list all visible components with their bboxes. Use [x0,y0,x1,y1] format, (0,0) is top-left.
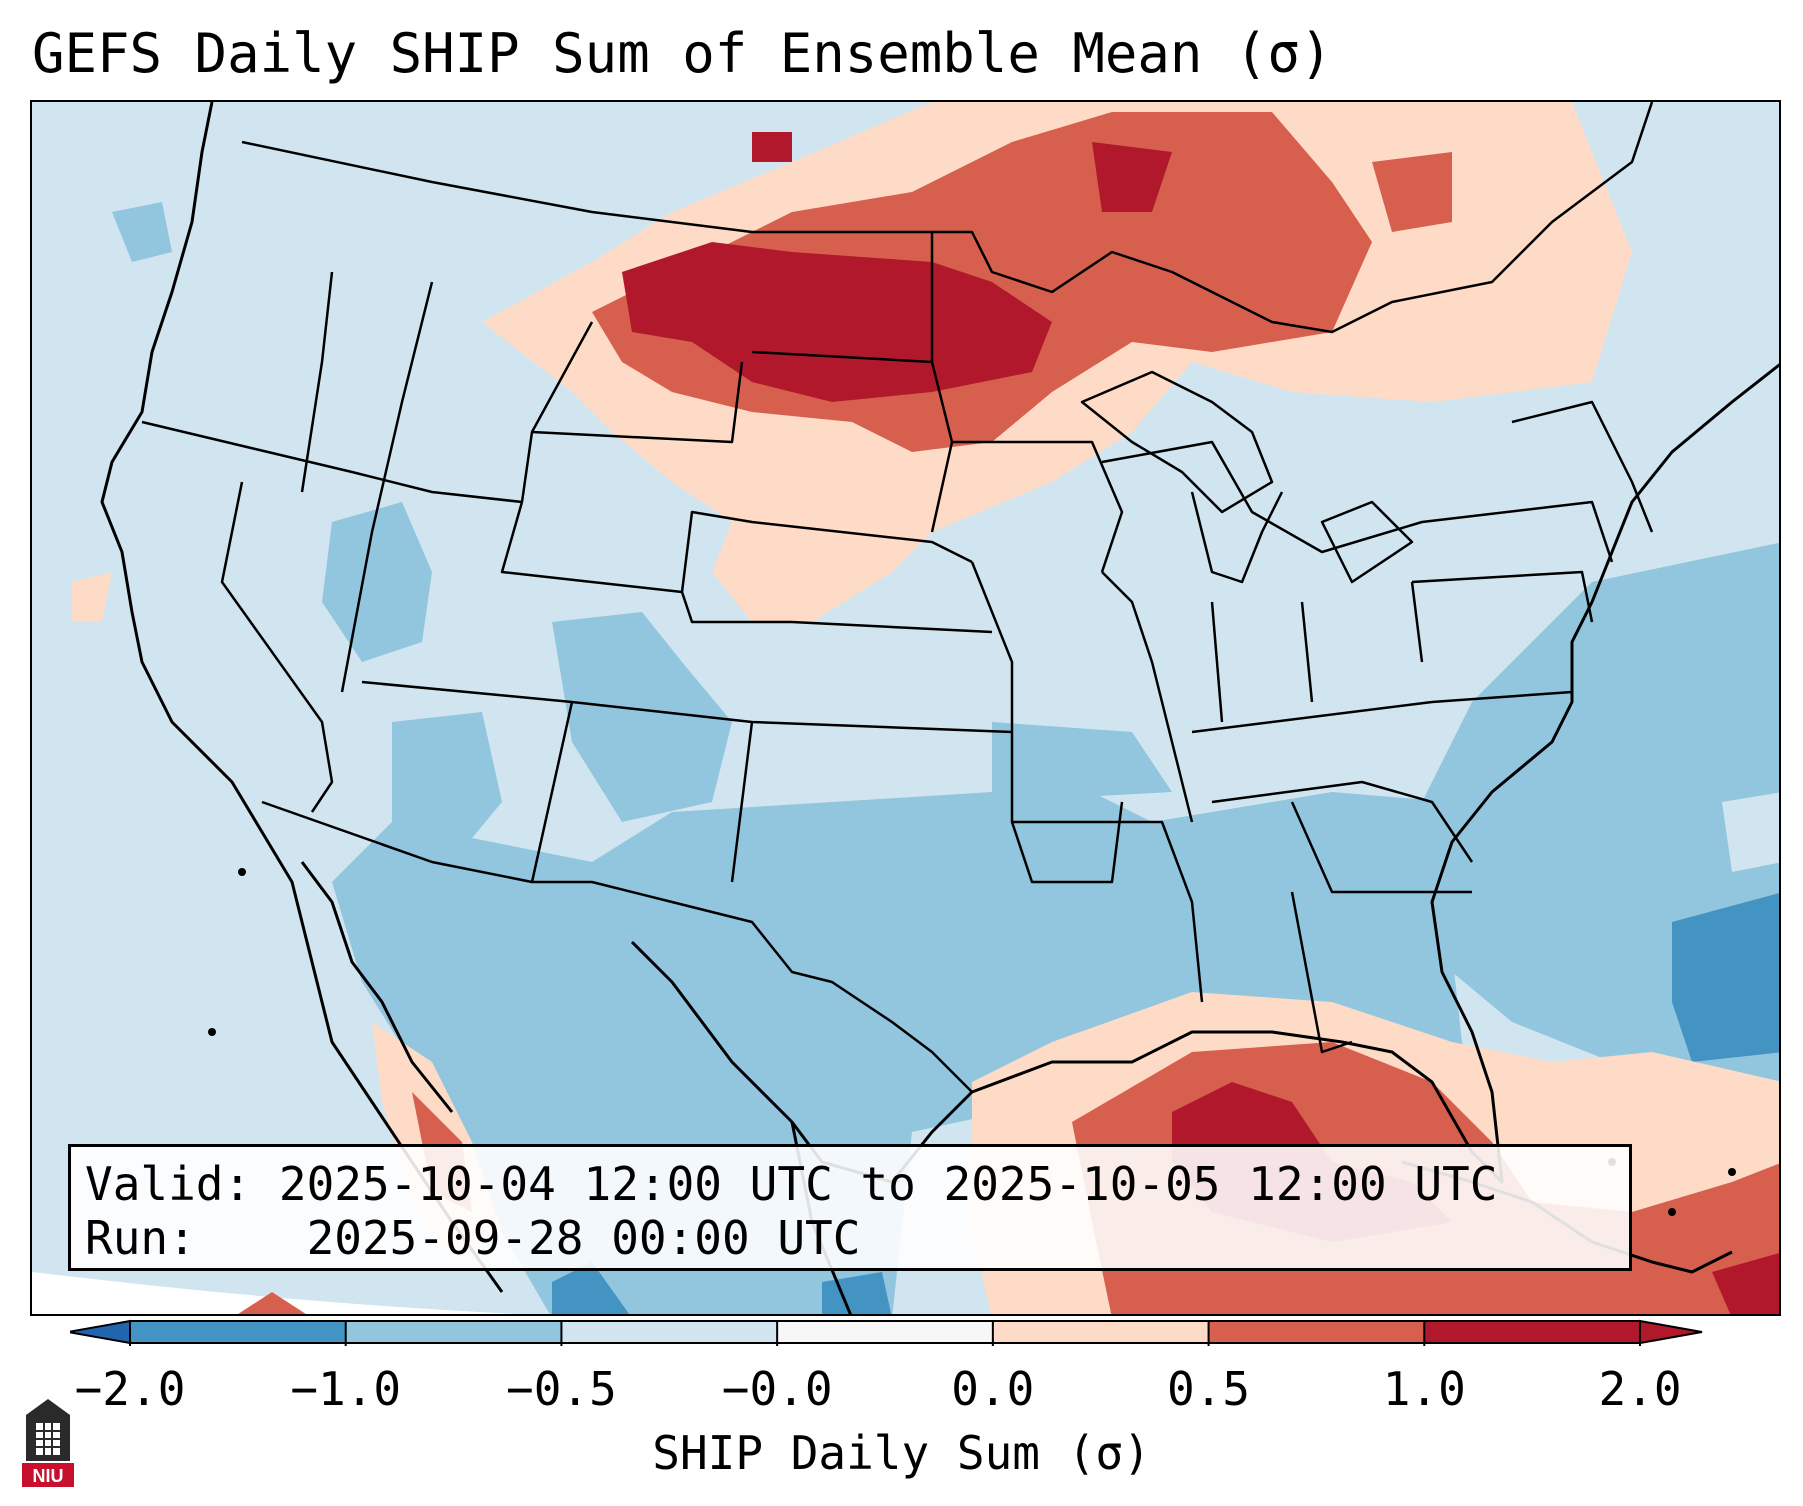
colorbar-outline [129,1320,1641,1344]
us-canada-border [241,102,1654,334]
pacific-coastline [100,102,504,1293]
colorbar-segment [561,1321,778,1343]
colorbar-tick-label: 1.0 [1382,1362,1466,1416]
lake-erie-huron [1320,500,1414,584]
run-line: Run: 2025-09-28 00:00 UTC [85,1211,1629,1265]
logo-text: NIU [33,1466,64,1486]
lake-superior-michigan [1080,370,1274,514]
border-ga-sc [1211,780,1474,863]
gulf-of-california-coast [300,861,454,1113]
anomaly-pacific-patch [72,572,112,622]
niu-logo: NIU [22,1399,74,1487]
border-ks-ne [680,591,993,634]
island-4 [1728,1168,1736,1176]
border-nm-tx [730,721,754,883]
colorbar-tick-label: 0.5 [1167,1362,1251,1416]
anomaly-ozarks [992,722,1172,802]
anomaly-mexico-strong [552,1262,630,1314]
colorbar-tick-label: −0.0 [721,1362,833,1416]
colorbar-tick-label: 2.0 [1598,1362,1682,1416]
anomaly-caribbean-strong [1712,1253,1779,1314]
valid-value: 2025-10-04 12:00 UTC to 2025-10-05 12:00… [278,1157,1498,1211]
anomaly-map [32,102,1779,1314]
border-or-ca [141,420,523,504]
border-wy-co [500,501,973,594]
border-id-west [300,271,334,493]
border-fl-north [1290,801,1472,894]
colorbar-extend-high [1639,1319,1703,1345]
anomaly-sask-strong [752,132,792,162]
lake-michigan [1190,491,1284,584]
border-36n [361,680,1013,734]
colorbar-extend-low [70,1319,131,1345]
colorbar [70,1319,1703,1346]
anomaly-bc-coast [112,202,172,262]
logo-window-grid [36,1423,60,1455]
anomaly-ontario-strong [1092,142,1172,212]
border-tn-ky [1191,690,1573,734]
run-label: Run: [85,1211,196,1265]
info-box: Valid: 2025-10-04 12:00 UTC to 2025-10-0… [68,1144,1632,1271]
anomaly-dakotas-strong [622,242,1052,402]
island-1 [208,1028,216,1036]
colorbar-segments [130,1321,1641,1343]
colorbar-tick-label: −2.0 [74,1362,186,1416]
anomaly-arizona [392,712,502,862]
border-ga-fl [1290,891,1353,1054]
border-new-england [1511,400,1654,533]
border-ar-la [970,561,1124,884]
colorbar-segment [345,1321,562,1343]
colorbar-segment [1424,1321,1641,1343]
anomaly-atlantic-strong [1672,893,1779,1062]
colorbar-tick-label: −0.5 [506,1362,617,1416]
border-midwest [1210,581,1424,723]
run-value: 2025-09-28 00:00 UTC [306,1211,861,1265]
colorbar-segment [992,1321,1210,1343]
border-ca-nv [220,481,334,813]
projection-edge-left [32,1272,518,1314]
chart-title: GEFS Daily SHIP Sum of Ensemble Mean (σ) [32,22,1333,85]
border-pa-ny [1411,570,1594,623]
anomaly-pacific-south [238,1292,306,1314]
island-2 [238,868,246,876]
island-3 [1668,1208,1676,1216]
anomaly-great-basin [322,502,432,662]
anomaly-mexico-strong-2 [822,1272,892,1314]
logo-badge [22,1463,74,1487]
border-great-lakes [1101,440,1614,563]
colorbar-segment [130,1321,347,1343]
anomaly-colorado [552,612,732,822]
border-id-ut [340,281,434,693]
anomaly-quebec-moderate [1372,152,1452,232]
border-wy-mt [531,361,744,444]
border-ms-al [1012,820,1204,1003]
colorbar-tick-label: −1.0 [290,1362,402,1416]
colorbar-segment [1208,1321,1425,1343]
map-panel: Valid: 2025-10-04 12:00 UTC to 2025-10-0… [30,100,1781,1316]
border-mn-ia [952,440,1124,573]
valid-label: Valid: [85,1157,252,1211]
colorbar-label: SHIP Daily Sum (σ) [652,1426,1151,1480]
boundary-group [141,102,1654,1093]
us-mexico-border-tx [671,900,973,1093]
colorbar-tick-label: 0.0 [951,1362,1035,1416]
border-nd-sd [751,350,954,533]
border-az-nm [530,701,574,883]
anomaly-atlantic-patch [1722,792,1779,872]
colorbar-segment [777,1321,994,1343]
border-ms-river [1101,571,1194,823]
valid-line: Valid: 2025-10-04 12:00 UTC to 2025-10-0… [85,1157,1629,1211]
